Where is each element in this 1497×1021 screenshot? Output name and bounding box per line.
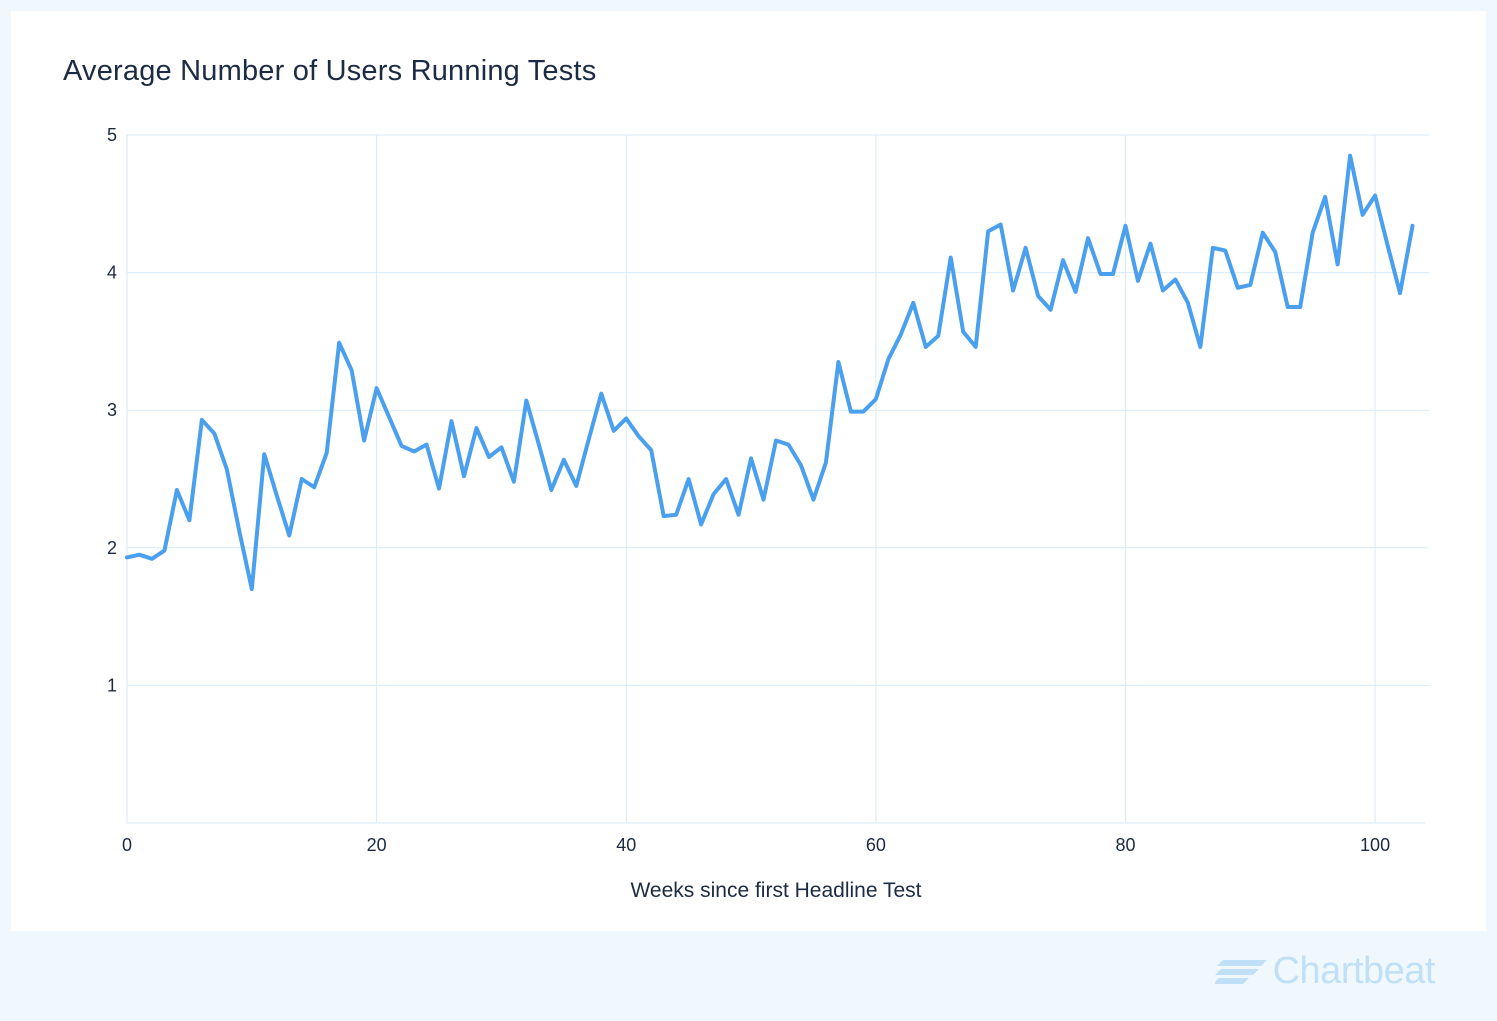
series-line — [125, 153, 1415, 592]
y-tick-label: 2 — [107, 538, 117, 558]
chartbeat-logo-icon — [1214, 959, 1267, 984]
brand-name: Chartbeat — [1272, 950, 1436, 992]
tick-labels: 1 2 3 4 5 0 20 40 60 80 100 — [107, 125, 1390, 855]
chart-title: Average Number of Users Running Tests — [63, 55, 597, 87]
x-tick-label: 60 — [866, 835, 886, 855]
y-tick-label: 1 — [107, 675, 117, 695]
x-axis-title: Weeks since first Headline Test — [630, 879, 921, 902]
x-tick-label: 100 — [1360, 835, 1390, 855]
brand-logo: Chartbeat — [1214, 950, 1436, 993]
grid-lines — [126, 134, 1429, 824]
y-tick-label: 4 — [107, 263, 117, 283]
y-tick-label: 5 — [107, 125, 117, 145]
x-tick-label: 80 — [1115, 835, 1135, 855]
x-tick-label: 0 — [122, 835, 132, 855]
chart-panel: Average Number of Users Running Tests 1 2… — [11, 11, 1486, 931]
y-tick-label: 3 — [107, 400, 117, 420]
line-chart: 1 2 3 4 5 0 20 40 60 80 100 Weeks since first Head… — [107, 125, 1429, 902]
x-tick-label: 40 — [616, 835, 636, 855]
x-tick-label: 20 — [367, 835, 387, 855]
